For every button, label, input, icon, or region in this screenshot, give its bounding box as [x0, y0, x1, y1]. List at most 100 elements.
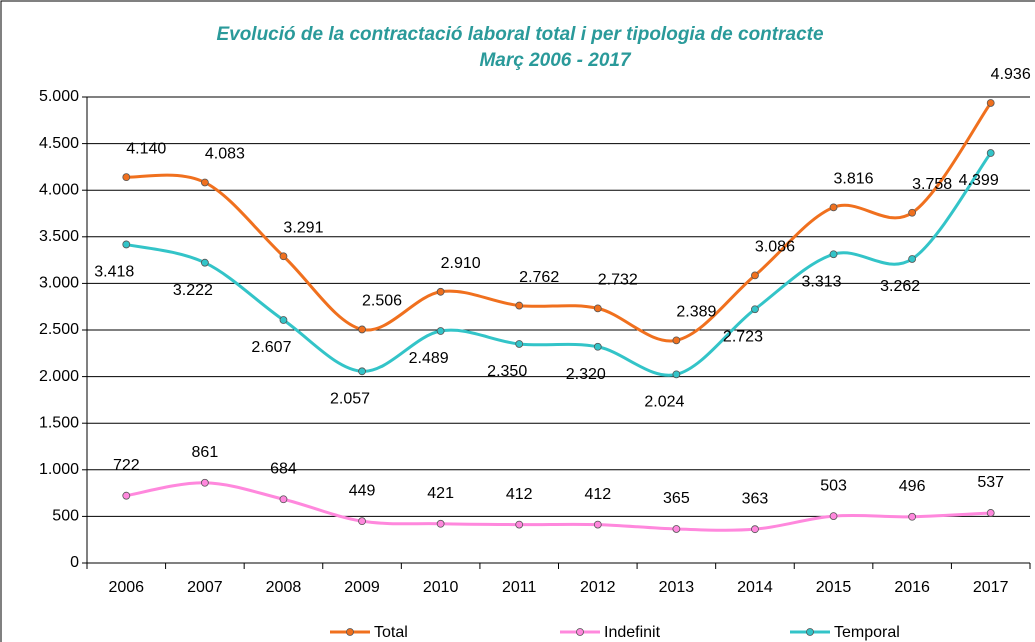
data-label: 861	[192, 444, 219, 461]
x-tick-label: 2008	[266, 579, 302, 596]
point	[279, 316, 288, 324]
chart-title: Evolució de la contractació laboral tota…	[216, 24, 824, 45]
data-label: 3.262	[880, 278, 920, 295]
point	[908, 512, 917, 521]
y-tick-label: 2.000	[39, 368, 79, 385]
y-tick-label: 1.000	[39, 461, 79, 478]
x-tick-label: 2007	[187, 579, 223, 596]
y-tick-label: 3.000	[39, 275, 79, 292]
data-label: 4.936	[991, 66, 1031, 83]
data-label: 365	[663, 490, 690, 507]
data-label: 537	[977, 474, 1004, 491]
data-label: 421	[427, 485, 454, 502]
point	[829, 250, 838, 259]
y-tick-label: 3.500	[39, 228, 79, 245]
data-label: 496	[899, 478, 926, 495]
x-tick-label: 2010	[423, 579, 459, 596]
data-label: 4.399	[959, 172, 999, 189]
point	[200, 258, 209, 267]
data-label: 2.320	[566, 366, 606, 383]
point	[515, 301, 524, 310]
point	[200, 178, 209, 187]
point	[751, 271, 759, 280]
series-line	[125, 152, 992, 377]
data-label: 3.086	[755, 239, 795, 256]
data-label: 3.418	[94, 264, 134, 281]
point	[672, 525, 681, 533]
point	[986, 149, 995, 157]
data-label: 2.506	[362, 293, 402, 310]
point	[986, 99, 995, 107]
x-tick-label: 2006	[108, 579, 144, 596]
legend-label: Temporal	[834, 624, 900, 641]
data-label: 503	[820, 477, 847, 494]
x-tick-label: 2013	[659, 579, 695, 596]
point	[358, 325, 366, 334]
point	[829, 203, 838, 212]
y-tick-label: 5.000	[39, 88, 79, 105]
data-label: 2.723	[723, 328, 763, 345]
y-tick-label: 500	[52, 508, 79, 525]
data-label: 2.057	[330, 391, 370, 408]
point	[122, 240, 131, 249]
point	[829, 512, 838, 521]
point	[751, 305, 759, 314]
chart-subtitle: Març 2006 - 2017	[479, 50, 631, 71]
data-label: 4.083	[205, 146, 245, 163]
data-label: 3.291	[283, 219, 323, 236]
point	[593, 520, 602, 529]
point	[751, 525, 759, 534]
point	[515, 520, 524, 529]
data-label: 4.140	[126, 140, 166, 157]
data-label: 2.024	[644, 394, 684, 411]
y-tick-label: 4.000	[39, 181, 79, 198]
data-label: 2.607	[251, 339, 291, 356]
point	[279, 252, 288, 261]
series-line	[126, 102, 992, 343]
point	[358, 517, 366, 526]
data-label: 2.910	[441, 255, 481, 272]
data-label: 3.816	[834, 171, 874, 188]
series-line	[126, 481, 991, 532]
y-tick-label: 4.500	[39, 135, 79, 152]
data-label: 363	[742, 490, 769, 507]
y-tick-label: 2.500	[39, 321, 79, 338]
point	[122, 173, 131, 182]
point	[279, 495, 288, 504]
point	[436, 519, 445, 528]
y-tick-label: 1.500	[39, 414, 79, 431]
data-label: 684	[270, 460, 297, 477]
legend-marker	[346, 628, 354, 636]
point	[986, 509, 995, 517]
point	[908, 255, 917, 263]
x-tick-label: 2014	[737, 579, 773, 596]
data-label: 412	[506, 486, 533, 503]
point	[593, 304, 602, 313]
x-tick-label: 2015	[816, 579, 852, 596]
legend-label: Indefinit	[604, 624, 661, 641]
x-tick-label: 2016	[894, 579, 930, 596]
data-label: 412	[584, 486, 611, 503]
point	[122, 491, 131, 500]
point	[593, 342, 602, 351]
x-tick-label: 2011	[502, 579, 537, 596]
legend-label: Total	[374, 624, 408, 641]
point	[515, 340, 524, 348]
legend-marker	[806, 628, 814, 636]
legend-marker	[576, 628, 584, 636]
data-label: 3.313	[802, 273, 842, 290]
data-label: 2.350	[487, 363, 527, 380]
point	[436, 327, 445, 335]
y-tick-label: 0	[70, 554, 79, 571]
data-label: 2.389	[676, 304, 716, 321]
data-label: 449	[349, 482, 376, 499]
point	[358, 367, 366, 376]
data-label: 3.222	[173, 282, 213, 299]
data-label: 722	[113, 457, 140, 474]
point	[200, 478, 209, 487]
point	[436, 287, 445, 296]
point	[908, 208, 917, 217]
data-label: 3.758	[912, 176, 952, 193]
